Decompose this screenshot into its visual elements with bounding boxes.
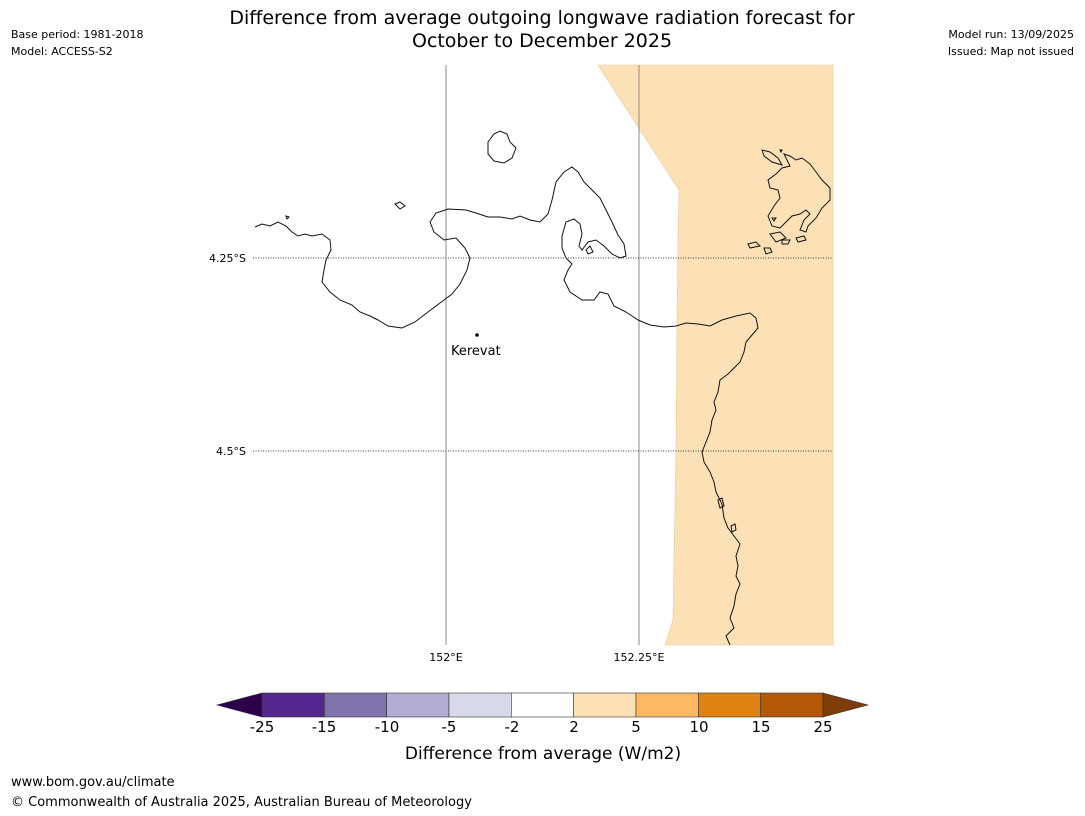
colorbar-segment	[448, 692, 512, 718]
colorbar-segment	[261, 692, 325, 718]
coastline-islet-2	[585, 245, 594, 255]
meta-left: Base period: 1981-2018 Model: ACCESS-S2	[11, 26, 143, 60]
colorbar-tick: 15	[751, 718, 771, 736]
colorbar-under-arrow	[215, 692, 263, 718]
colorbar-segment	[760, 692, 824, 718]
coastline-island-north	[487, 130, 517, 164]
footer-link[interactable]: www.bom.gov.au/climate	[11, 775, 175, 790]
title-line-1: Difference from average outgoing longwav…	[229, 7, 855, 29]
colorbar-segment	[573, 692, 637, 718]
coastline-islet-5	[730, 523, 737, 533]
meta-right: Model run: 13/09/2025 Issued: Map not is…	[948, 26, 1074, 60]
colorbar-tick: -15	[311, 718, 337, 736]
colorbar-segment	[511, 692, 574, 718]
colorbar-segment	[324, 692, 387, 718]
copyright-text: © Commonwealth of Australia 2025, Austra…	[11, 795, 472, 810]
colorbar-tick: -25	[249, 718, 275, 736]
colorbar-over-arrow	[822, 692, 870, 718]
lat-label-4-25s: 4.25°S	[209, 252, 246, 265]
coastline	[254, 130, 831, 646]
lon-label-152e: 152°E	[429, 651, 462, 664]
kerevat-label: Kerevat	[451, 344, 501, 359]
model-text: Model: ACCESS-S2	[11, 45, 113, 58]
issued-text: Issued: Map not issued	[947, 45, 1074, 58]
colorbar-tick: -2	[504, 718, 520, 736]
colorbar-tick: 5	[631, 718, 641, 736]
footer: www.bom.gov.au/climate © Commonwealth of…	[11, 773, 472, 813]
lon-label-152-25e: 152.25°E	[614, 651, 665, 664]
coastline-islet-3	[285, 215, 290, 220]
colorbar-tick: -10	[374, 718, 400, 736]
coastline-east-islands	[747, 149, 831, 255]
map-title: Difference from average outgoing longwav…	[142, 7, 942, 53]
colorbar-tick: 10	[689, 718, 709, 736]
colorbar-tick: 25	[813, 718, 833, 736]
base-period-text: Base period: 1981-2018	[11, 28, 144, 41]
colorbar-segment	[698, 692, 761, 718]
kerevat-marker	[475, 333, 479, 337]
coastline-islet-1	[394, 201, 406, 210]
lat-label-4-5s: 4.5°S	[216, 445, 246, 458]
model-run-text: Model run: 13/09/2025	[948, 28, 1074, 41]
coastline-islet-4	[717, 497, 725, 509]
colorbar-tick: -5	[441, 718, 457, 736]
coastline-main	[254, 166, 759, 646]
colorbar-label: Difference from average (W/m2)	[404, 744, 682, 764]
title-line-2: October to December 2025	[411, 30, 673, 52]
colorbar-tick: 2	[569, 718, 579, 736]
positive-anomaly-region	[597, 64, 834, 646]
colorbar	[215, 692, 870, 718]
colorbar-segment	[386, 692, 450, 718]
colorbar-segment	[635, 692, 699, 718]
